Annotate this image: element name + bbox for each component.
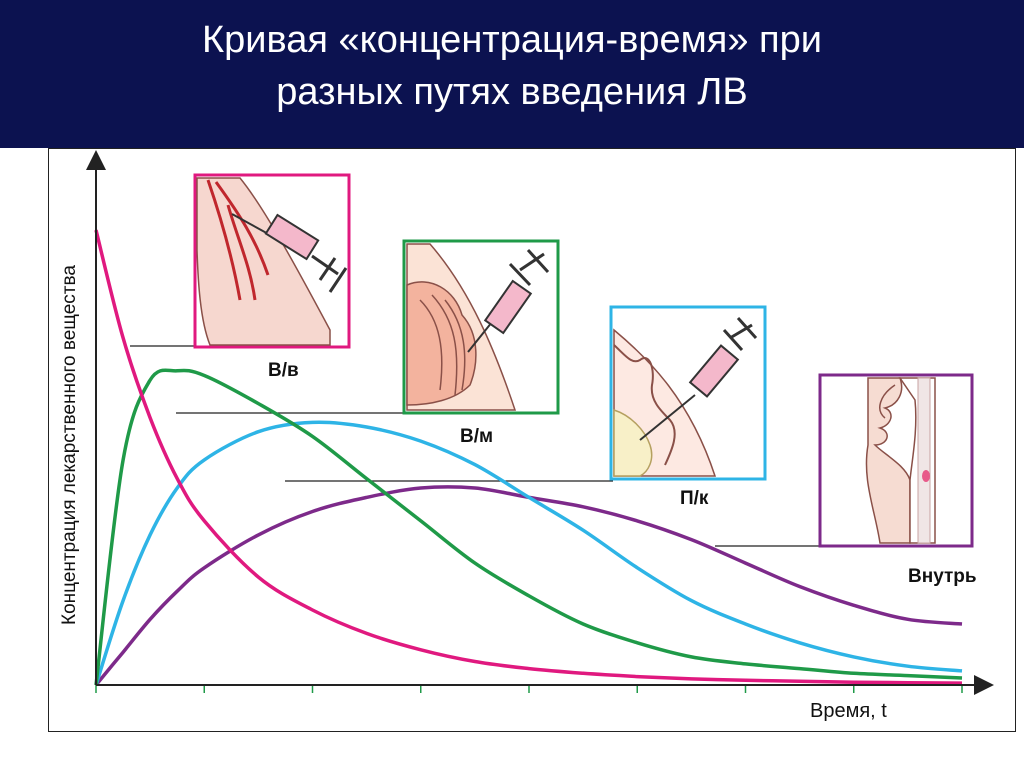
curve-im: [94, 368, 963, 686]
label-im: В/м: [460, 426, 494, 447]
syringe-muscle-icon: [406, 243, 550, 411]
label-iv: В/в: [268, 360, 299, 381]
syringe-skin-icon: [613, 316, 758, 477]
illustration-sc: [609, 305, 767, 481]
oral-route-icon: [865, 377, 936, 544]
title-line-1: Кривая «концентрация-время» при: [202, 19, 822, 61]
illustration-iv: [193, 173, 351, 349]
illustration-im: [402, 239, 560, 415]
label-oral: Внутрь: [908, 566, 977, 587]
slide-header: Кривая «концентрация-время» при разных п…: [0, 0, 1024, 148]
y-axis-label: Концентрация лекарственного вещества: [59, 265, 80, 625]
illustration-oral: [818, 373, 974, 548]
curve-sc: [94, 420, 963, 686]
label-sc: П/к: [680, 488, 709, 509]
title-line-2: разных путях введения ЛВ: [276, 71, 748, 113]
x-axis-label: Время, t: [810, 700, 887, 722]
curve-oral: [94, 485, 963, 687]
curve-iv: [94, 229, 963, 685]
syringe-vein-icon: [196, 177, 348, 346]
